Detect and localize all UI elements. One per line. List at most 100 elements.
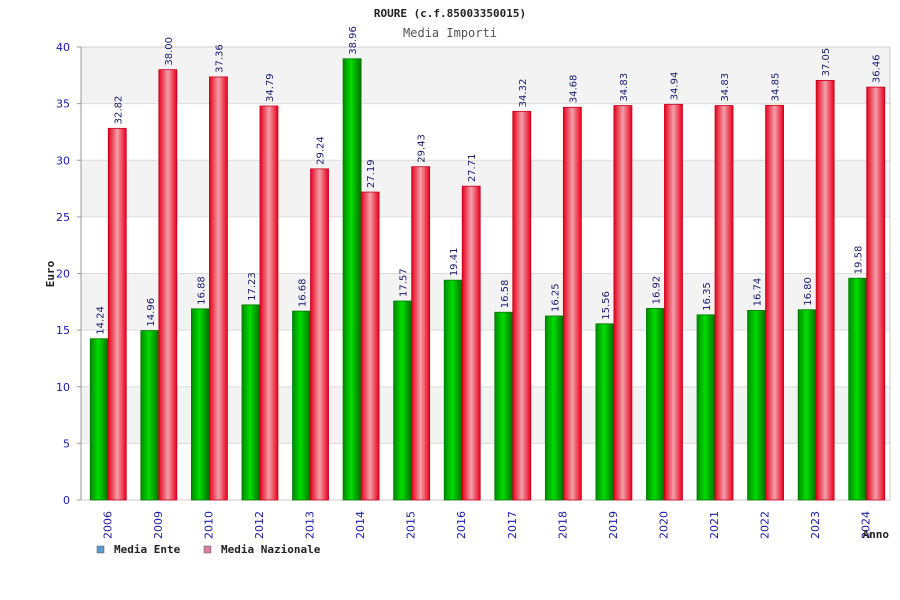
data-label-media-nazionale: 29.24 (316, 136, 327, 165)
x-tick-label: 2009 (152, 511, 165, 539)
data-label-media-ente: 17.57 (399, 268, 410, 297)
bar-media-nazionale (158, 69, 178, 501)
data-label-media-ente: 19.41 (449, 248, 460, 277)
x-tick-label: 2020 (657, 511, 670, 539)
data-label-media-ente: 15.56 (601, 291, 612, 320)
y-tick-label: 25 (56, 211, 70, 224)
bar-media-nazionale (461, 185, 481, 501)
x-axis: 2006 2009 2010 2012 2013 2014 2015 2016 2017 2018… (101, 511, 872, 539)
data-label-media-ente: 16.58 (500, 280, 511, 309)
bar-media-ente (595, 323, 615, 501)
x-tick-label: 2023 (809, 511, 822, 539)
x-axis-label: Anno (863, 528, 890, 541)
data-label-media-nazionale: 34.32 (518, 79, 529, 108)
bar-media-ente (191, 308, 210, 501)
x-tick-label: 2016 (455, 511, 468, 539)
legend-label-media-nazionale: Media Nazionale (221, 543, 321, 556)
data-label-media-nazionale: 34.83 (619, 73, 630, 102)
bar-media-nazionale (411, 166, 431, 501)
bar-media-nazionale (562, 106, 582, 501)
x-tick-label: 2015 (405, 511, 418, 539)
bar-media-ente (646, 307, 665, 501)
bar-media-nazionale (815, 80, 835, 501)
data-label-media-ente: 16.74 (753, 278, 764, 307)
x-tick-label: 2018 (556, 511, 569, 539)
bar-media-nazionale (259, 105, 279, 501)
y-tick-label: 20 (56, 268, 70, 281)
bar-media-ente (342, 58, 362, 501)
data-label-media-ente: 14.24 (95, 306, 106, 335)
bars (89, 58, 886, 501)
y-tick-label: 30 (56, 154, 70, 167)
x-tick-label: 2021 (708, 511, 721, 539)
data-label-media-nazionale: 36.46 (872, 54, 883, 83)
y-tick-label: 5 (63, 437, 70, 450)
bar-media-ente (696, 314, 716, 501)
plot-band (81, 47, 890, 104)
chart-title: ROURE (c.f.85003350015) (374, 7, 526, 20)
bar-media-nazionale (512, 110, 532, 501)
legend: Media Ente Media Nazionale (96, 543, 321, 556)
bar-media-nazionale (360, 191, 380, 501)
bar-media-ente (494, 311, 514, 501)
bar-media-ente (140, 330, 160, 501)
data-label-media-nazionale: 37.05 (821, 48, 832, 77)
x-tick-label: 2024 (860, 511, 873, 539)
x-tick-label: 2010 (202, 511, 215, 539)
data-label-media-nazionale: 27.71 (467, 154, 478, 183)
bar-media-ente (292, 310, 311, 501)
bar-media-ente (89, 338, 109, 501)
data-label-media-nazionale: 38.00 (164, 37, 175, 66)
data-label-media-ente: 16.35 (702, 282, 713, 311)
data-label-media-nazionale: 34.83 (720, 73, 731, 102)
data-label-media-nazionale: 34.85 (771, 73, 782, 102)
bar-media-nazionale (209, 76, 228, 501)
x-tick-label: 2022 (759, 511, 772, 539)
data-label-media-ente: 19.58 (854, 246, 865, 275)
bar-media-nazionale (310, 168, 329, 501)
data-label-media-ente: 17.23 (247, 272, 258, 301)
data-label-media-nazionale: 37.36 (214, 44, 225, 73)
y-tick-label: 15 (56, 324, 70, 337)
x-tick-label: 2014 (354, 511, 367, 539)
data-label-media-nazionale: 34.68 (568, 75, 579, 104)
legend-label-media-ente: Media Ente (114, 543, 181, 556)
legend-swatch-media-ente (96, 545, 105, 554)
y-tick-label: 0 (63, 494, 70, 507)
bar-media-nazionale (664, 103, 683, 501)
bar-media-ente (797, 309, 817, 501)
data-label-media-nazionale: 32.82 (113, 96, 124, 125)
bar-media-nazionale (714, 105, 734, 501)
data-label-media-ente: 38.96 (348, 26, 359, 55)
bar-media-ente (393, 300, 413, 501)
y-axis-label: Euro (44, 260, 57, 287)
bar-media-nazionale (765, 104, 784, 501)
x-tick-label: 2012 (253, 511, 266, 539)
x-tick-label: 2017 (506, 511, 519, 539)
data-label-media-ente: 16.80 (803, 277, 814, 306)
bar-media-nazionale (107, 127, 127, 501)
bar-media-ente (848, 277, 868, 501)
bar-media-ente (544, 315, 564, 501)
chart-subtitle: Media Importi (403, 26, 497, 40)
y-tick-label: 35 (56, 98, 70, 111)
y-tick-label: 10 (56, 381, 70, 394)
x-tick-label: 2019 (607, 511, 620, 539)
bar-media-nazionale (866, 86, 886, 501)
data-label-media-nazionale: 27.19 (366, 159, 377, 188)
data-label-media-nazionale: 34.94 (669, 72, 680, 101)
data-label-media-nazionale: 34.79 (265, 73, 276, 102)
data-label-media-ente: 16.88 (196, 276, 207, 305)
bar-media-ente (747, 310, 766, 501)
legend-swatch-media-nazionale (203, 545, 212, 554)
x-tick-label: 2013 (304, 511, 317, 539)
data-label-media-ente: 16.25 (550, 283, 561, 312)
bar-media-ente (443, 279, 463, 501)
data-labels: 14.24 32.82 14.96 38.00 16.88 37.36 17.23 34.79… (95, 26, 882, 335)
y-tick-label: 40 (56, 41, 70, 54)
bar-media-nazionale (613, 105, 633, 501)
x-tick-label: 2006 (101, 511, 114, 539)
data-label-media-ente: 16.92 (651, 276, 662, 305)
data-label-media-nazionale: 29.43 (417, 134, 428, 163)
